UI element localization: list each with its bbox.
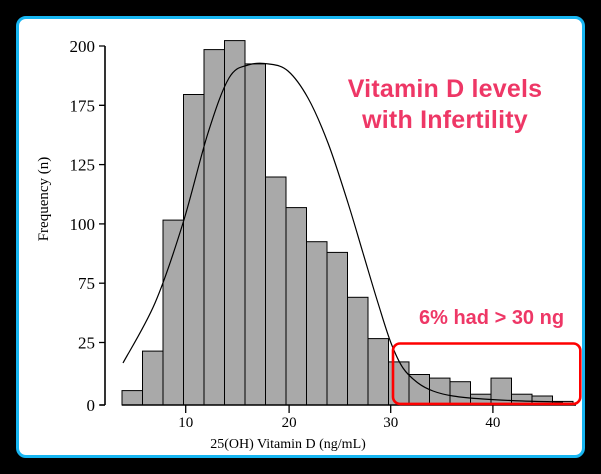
svg-text:0: 0	[87, 396, 96, 415]
svg-text:20: 20	[282, 415, 297, 431]
svg-text:30: 30	[383, 415, 398, 431]
svg-text:200: 200	[70, 37, 96, 56]
svg-text:100: 100	[70, 215, 96, 234]
svg-text:10: 10	[178, 415, 193, 431]
svg-text:25: 25	[78, 334, 95, 353]
svg-text:175: 175	[70, 96, 96, 115]
svg-text:125: 125	[70, 156, 96, 175]
svg-text:40: 40	[485, 415, 500, 431]
svg-text:75: 75	[78, 274, 95, 293]
